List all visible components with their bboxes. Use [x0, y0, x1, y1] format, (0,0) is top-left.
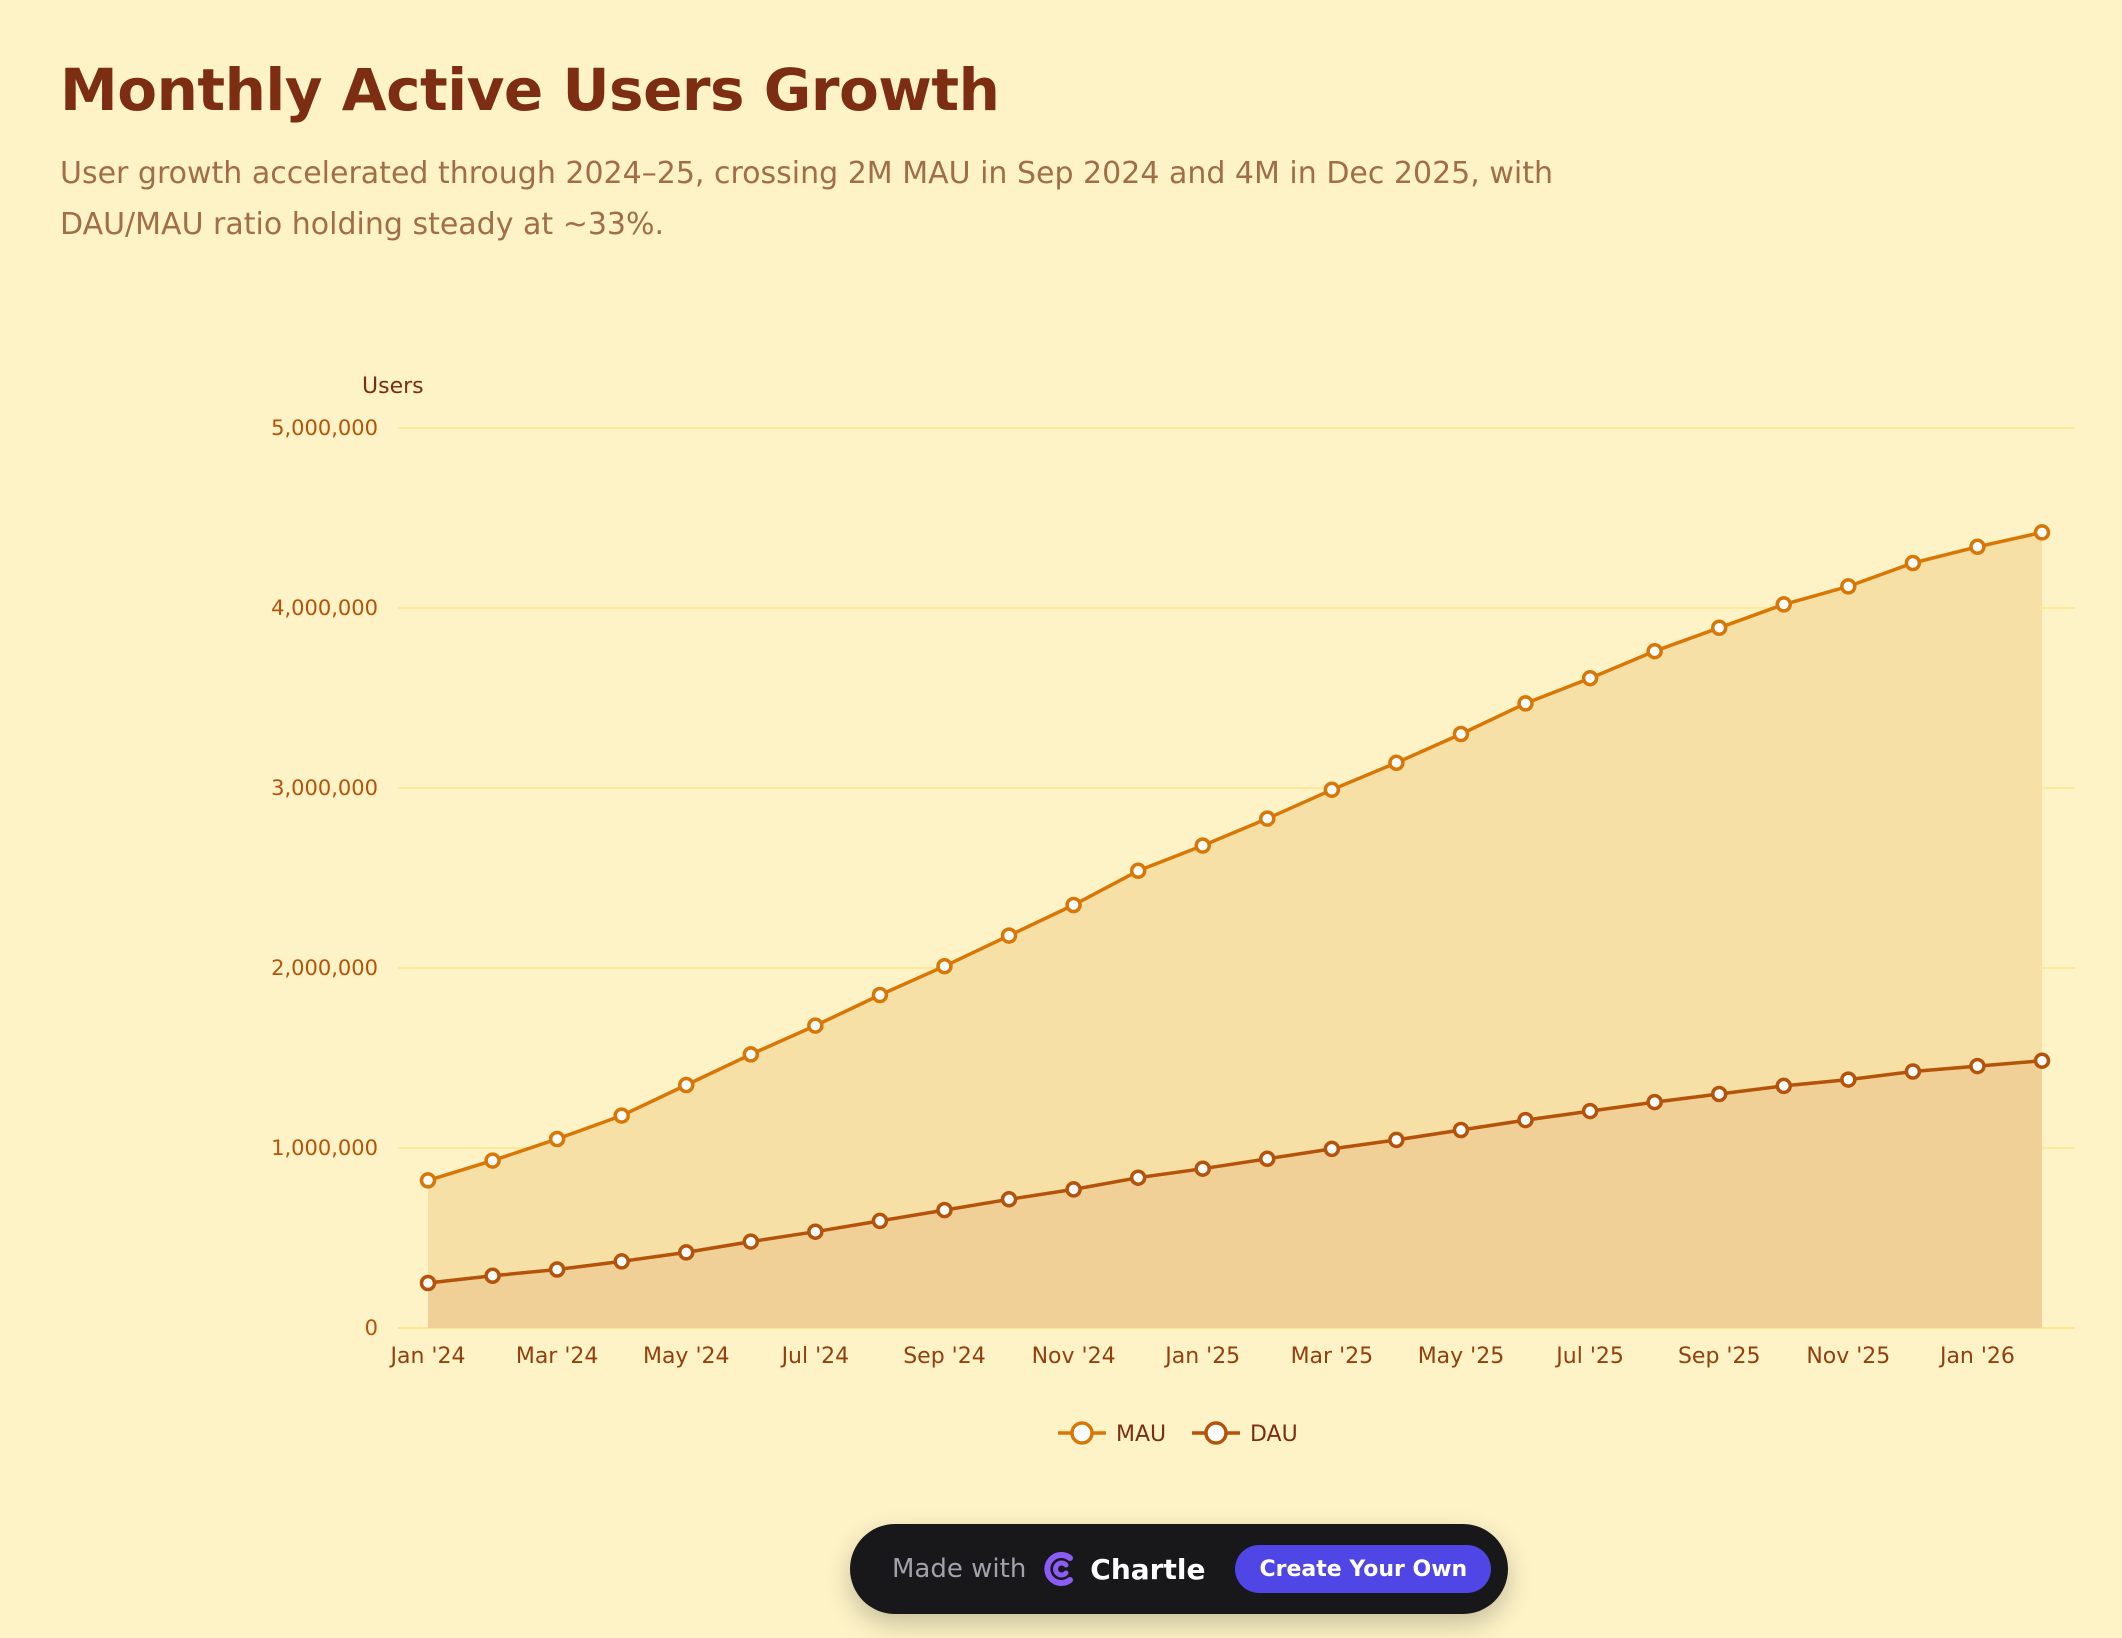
x-tick-label: Mar '25	[1291, 1344, 1374, 1369]
data-point-mau[interactable]	[548, 1130, 566, 1148]
y-tick-label: 4,000,000	[271, 596, 378, 620]
data-point-mau[interactable]	[1259, 810, 1276, 827]
x-tick-label: Jan '24	[389, 1344, 466, 1369]
series-line-mau	[427, 530, 2043, 1183]
data-point-dau[interactable]	[484, 1267, 501, 1285]
x-tick-label: Jul '25	[1554, 1344, 1624, 1369]
x-tick-label: Nov '25	[1806, 1344, 1890, 1369]
data-point-mau[interactable]	[2033, 524, 2051, 541]
x-tick-label: Jan '25	[1163, 1344, 1240, 1369]
made-with-text: Made with	[892, 1554, 1027, 1584]
data-point-mau[interactable]	[1452, 725, 1470, 743]
data-point-dau[interactable]	[1194, 1160, 1211, 1177]
legend-item-mau[interactable]: MAU	[1058, 1421, 1166, 1447]
data-point-mau[interactable]	[936, 957, 953, 975]
data-point-mau[interactable]	[807, 1017, 824, 1034]
brand-name: Chartle	[1090, 1552, 1206, 1586]
y-axis-ticks: 0 1,000,000 2,000,000 3,000,000 4,000,000 5,0…	[271, 416, 378, 1340]
y-axis-title: Users	[362, 374, 424, 399]
legend: MAU DAU	[1058, 1421, 1298, 1447]
data-point-dau[interactable]	[2033, 1052, 2051, 1069]
data-point-dau[interactable]	[1775, 1077, 1793, 1095]
data-point-dau[interactable]	[1388, 1131, 1405, 1149]
data-point-mau[interactable]	[1517, 695, 1534, 712]
data-point-dau[interactable]	[419, 1274, 437, 1292]
data-point-dau[interactable]	[871, 1212, 889, 1230]
data-point-mau[interactable]	[1969, 538, 1986, 556]
data-point-dau[interactable]	[1323, 1140, 1341, 1158]
x-tick-label: Jul '24	[780, 1344, 850, 1369]
x-tick-label: Mar '24	[516, 1344, 599, 1369]
data-point-mau[interactable]	[1194, 837, 1211, 854]
legend-swatch-marker	[1204, 1421, 1228, 1445]
legend-item-dau[interactable]: DAU	[1192, 1421, 1298, 1447]
data-point-dau[interactable]	[1904, 1063, 1922, 1080]
series-areas	[428, 532, 2042, 1328]
legend-label: MAU	[1116, 1422, 1166, 1447]
x-tick-label: Nov '24	[1032, 1344, 1116, 1369]
data-point-dau[interactable]	[548, 1261, 566, 1278]
data-point-mau[interactable]	[1775, 596, 1793, 613]
data-point-dau[interactable]	[807, 1223, 824, 1240]
series-line-dau	[427, 1058, 2043, 1285]
data-point-dau[interactable]	[1452, 1121, 1470, 1139]
data-point-mau[interactable]	[871, 986, 889, 1004]
data-point-dau[interactable]	[1000, 1191, 1018, 1208]
made-with-badge: Made with Chartle Create Your Own	[850, 1524, 1508, 1614]
data-point-mau[interactable]	[1323, 781, 1341, 799]
chartle-logo-icon	[1044, 1552, 1074, 1586]
chart-title: Monthly Active Users Growth	[60, 56, 1000, 124]
series-points	[419, 524, 2051, 1292]
data-point-dau[interactable]	[613, 1253, 630, 1270]
legend-swatch-marker	[1070, 1421, 1094, 1445]
data-point-mau[interactable]	[1388, 754, 1405, 772]
y-tick-label: 3,000,000	[271, 776, 378, 800]
data-point-mau[interactable]	[484, 1152, 501, 1169]
data-point-mau[interactable]	[1065, 896, 1082, 914]
data-point-dau[interactable]	[1646, 1093, 1663, 1111]
legend-label: DAU	[1250, 1422, 1298, 1447]
series-lines	[427, 530, 2043, 1285]
data-point-mau[interactable]	[1710, 619, 1728, 637]
x-tick-label: May '25	[1418, 1344, 1505, 1369]
series-area-dau	[428, 1060, 2042, 1328]
x-tick-label: May '24	[643, 1344, 730, 1369]
data-point-dau[interactable]	[1581, 1102, 1599, 1120]
x-tick-label: Sep '24	[903, 1344, 986, 1369]
data-point-dau[interactable]	[1710, 1085, 1728, 1103]
data-point-dau[interactable]	[1129, 1169, 1147, 1186]
data-point-mau[interactable]	[677, 1076, 695, 1094]
data-point-dau[interactable]	[1969, 1057, 1986, 1075]
x-tick-label: Sep '25	[1678, 1344, 1761, 1369]
data-point-mau[interactable]	[742, 1046, 760, 1063]
data-point-dau[interactable]	[1840, 1071, 1857, 1088]
data-point-dau[interactable]	[1259, 1150, 1276, 1168]
data-point-mau[interactable]	[1646, 642, 1663, 660]
data-point-mau[interactable]	[1840, 578, 1857, 595]
data-point-mau[interactable]	[1581, 669, 1599, 687]
data-point-mau[interactable]	[1000, 927, 1018, 944]
data-point-mau[interactable]	[1904, 554, 1922, 572]
x-axis-ticks: Jan '24 Mar '24 May '24 Jul '24 Sep '24 Nov '…	[389, 1344, 2015, 1369]
data-point-mau[interactable]	[419, 1172, 437, 1189]
data-point-dau[interactable]	[742, 1233, 760, 1250]
y-tick-label: 0	[365, 1316, 378, 1340]
data-point-dau[interactable]	[1517, 1111, 1534, 1129]
data-point-dau[interactable]	[1065, 1181, 1082, 1198]
y-tick-label: 1,000,000	[271, 1136, 378, 1160]
x-tick-label: Jan '26	[1938, 1344, 2015, 1369]
create-your-own-button[interactable]: Create Your Own	[1235, 1545, 1492, 1593]
data-point-dau[interactable]	[677, 1244, 695, 1261]
data-point-mau[interactable]	[1129, 862, 1147, 880]
data-point-mau[interactable]	[613, 1107, 630, 1124]
y-tick-label: 2,000,000	[271, 956, 378, 980]
chart-subtitle: User growth accelerated through 2024–25,…	[60, 156, 1553, 242]
y-tick-label: 5,000,000	[271, 416, 378, 440]
data-point-dau[interactable]	[936, 1201, 953, 1219]
